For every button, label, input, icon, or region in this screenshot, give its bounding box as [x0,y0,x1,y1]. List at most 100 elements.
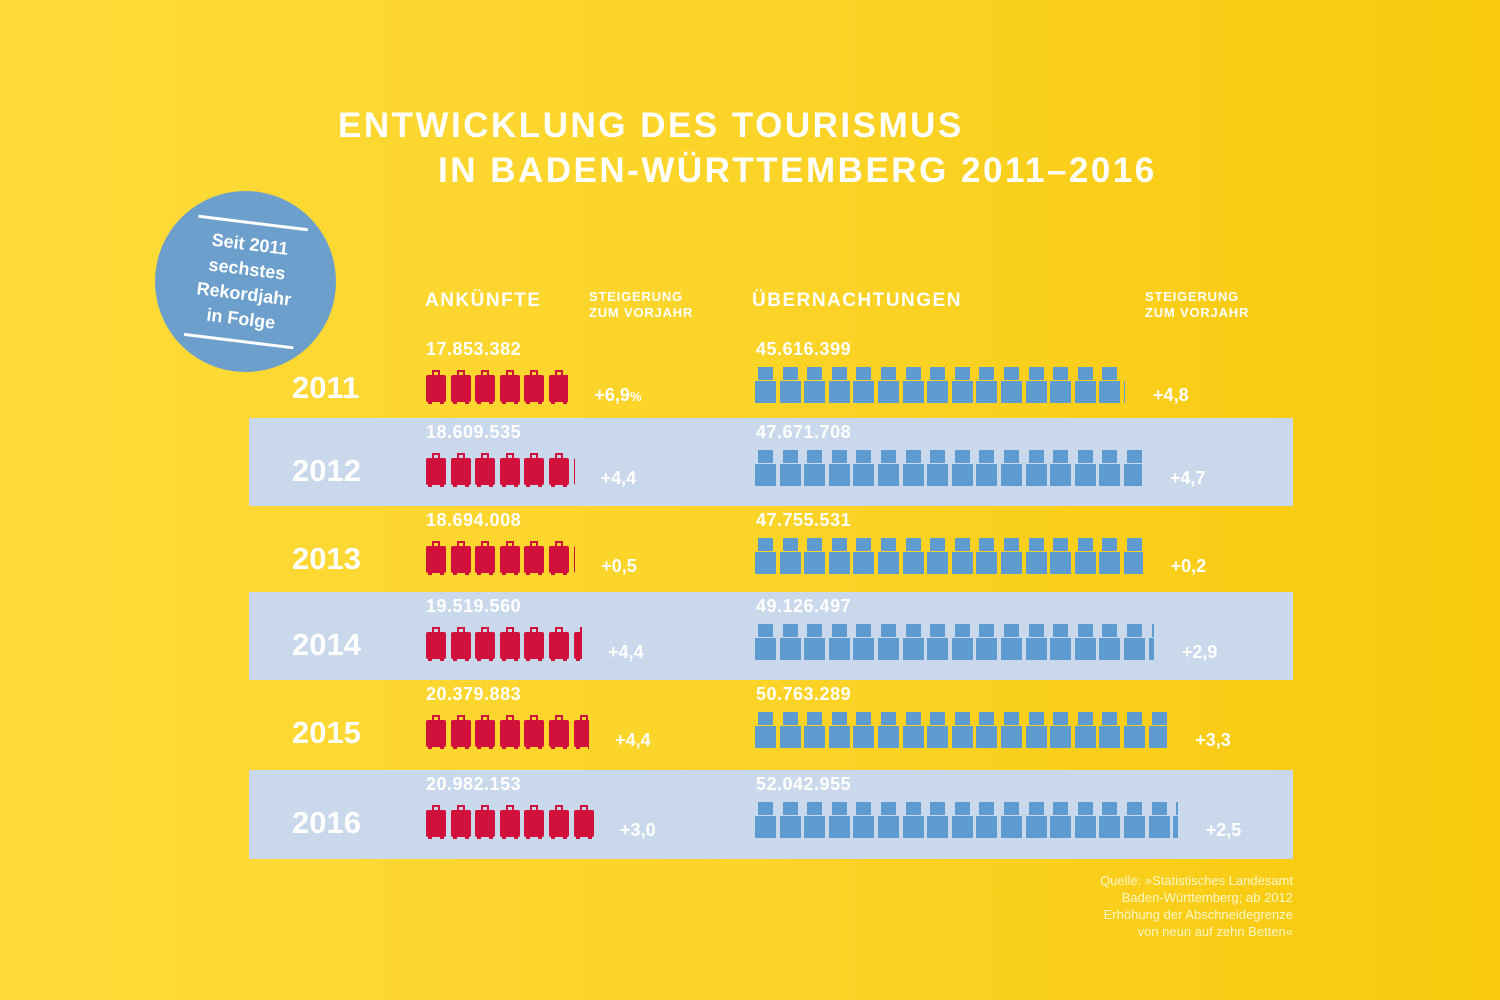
suitcase-part [549,375,569,402]
bed-icon [1124,450,1142,486]
suitcase-icon [475,715,496,749]
suitcase-part [426,632,446,659]
bed-part [951,726,973,748]
bed-icon [1124,367,1126,403]
bed-part [951,381,973,403]
suitcase-part [428,836,432,839]
suitcase-part [477,746,482,749]
suitcase-part [526,836,531,839]
bed-part [807,450,823,463]
bed-part [1053,367,1069,380]
bed-icon [755,802,776,838]
bed-part [782,712,798,725]
bed-icon [1025,450,1047,486]
bed-part [831,802,847,815]
bed-icon [902,624,924,660]
bed-part [905,367,921,380]
bed-part [1025,816,1047,838]
overnights-change: +2,9 [1181,642,1218,662]
suitcase-icon [426,541,446,575]
suitcase-part [530,715,539,720]
suitcase-part [555,370,563,375]
suitcase-part [464,401,469,404]
bed-part [782,367,798,380]
bed-icon [976,450,998,486]
bed-part [758,802,773,815]
arrivals-change-value: +6,9 [594,385,630,405]
suitcase-icon [549,805,569,839]
suitcase-icon [549,715,569,749]
bed-icon [902,450,924,486]
suitcase-icon [524,370,545,404]
bed-part [976,464,998,486]
bed-part [954,712,970,725]
bed-part [1001,381,1022,403]
bed-part [1124,638,1145,660]
bed-part [1077,624,1093,637]
suitcase-icon [573,453,575,487]
bed-part [755,552,776,574]
bed-icon [828,538,850,574]
suitcase-part [426,546,446,573]
suitcase-part [555,627,563,632]
bed-icon [902,367,924,403]
suitcase-part [475,632,496,659]
bed-part [1053,624,1069,637]
bed-icon [1050,802,1072,838]
bed-icon [976,367,998,403]
bed-part [828,552,850,574]
bed-part [856,802,872,815]
suitcase-icon [524,453,545,487]
bed-part [853,726,875,748]
bed-part [779,381,801,403]
bed-part [1004,538,1019,551]
overnights-change: +2,5 [1205,820,1242,840]
suitcase-icon [499,715,520,749]
bed-part [1127,624,1142,637]
suitcase-part [489,836,494,839]
bed-part [881,624,896,637]
arrivals-change-value: +3,0 [620,820,656,840]
bed-part [755,464,776,486]
bed-icon [828,624,850,660]
bed-icon [1099,802,1121,838]
year-label: 2013 [292,541,361,576]
suitcase-part [563,746,567,749]
bed-part [905,712,921,725]
suitcase-icon [426,627,446,661]
bed-part [1148,726,1168,748]
bed-part [804,816,826,838]
bed-part [755,638,776,660]
suitcase-part [452,401,457,404]
suitcase-part [440,572,444,575]
bed-icon [1124,712,1145,748]
bed-part [976,726,998,748]
suitcase-part [450,458,471,485]
bed-part [1025,552,1047,574]
bed-icon-group [755,538,1143,578]
suitcase-icon [524,627,545,661]
suitcase-icon [426,805,446,839]
suitcase-part [551,401,555,404]
bed-part [1053,538,1069,551]
suitcase-icon [475,453,496,487]
bed-part [1102,367,1118,380]
bed-part [979,712,995,725]
bed-icon [951,538,973,574]
suitcase-part [551,572,555,575]
bed-part [1077,712,1093,725]
bed-part [930,712,946,725]
bed-part [1004,450,1019,463]
bed-part [1025,381,1047,403]
bed-part [1053,802,1069,815]
bed-part [930,538,946,551]
bed-part [1099,552,1121,574]
suitcase-icon-group [426,805,594,845]
bed-part [1099,816,1121,838]
suitcase-part [526,746,531,749]
bed-part [951,464,973,486]
bed-part [1077,538,1093,551]
suitcase-part [538,746,543,749]
bed-icon [853,538,875,574]
suitcase-icon [450,627,471,661]
